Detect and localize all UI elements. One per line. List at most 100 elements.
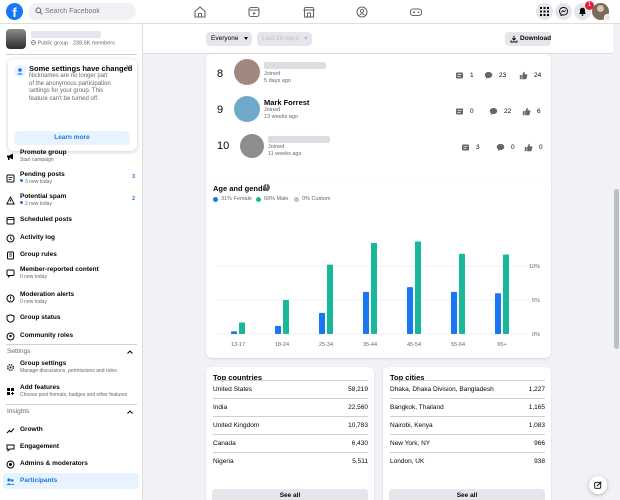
sidebar-item-promote-group[interactable]: Promote group Start campaign xyxy=(3,148,139,164)
sidebar-item-sub: Start campaign xyxy=(20,157,54,163)
like-icon xyxy=(524,143,533,152)
x-tick-label: 45-54 xyxy=(407,342,421,348)
audience-dropdown[interactable]: Everyone xyxy=(206,32,252,46)
notice-title: Some settings have changed xyxy=(29,64,133,73)
group-name-redacted[interactable] xyxy=(31,31,101,38)
contributor-name[interactable]: Mark Forrest xyxy=(264,98,310,107)
sidebar-item-group-status[interactable]: Group status xyxy=(3,310,139,326)
sidebar-item-label: Pending posts xyxy=(20,171,65,178)
notifications-button[interactable]: 1 xyxy=(574,1,594,20)
sidebar-item-label: Community roles xyxy=(20,332,74,339)
sidebar-item-sub: 2 new today xyxy=(20,201,52,207)
sidebar-item-member-reported-content[interactable]: Member-reported content 0 new today xyxy=(3,265,139,281)
avatar[interactable] xyxy=(240,134,264,158)
sidebar-item-label: Promote group xyxy=(20,149,67,156)
report-icon xyxy=(6,269,15,278)
x-tick-label: 18-24 xyxy=(275,342,289,348)
comment-icon xyxy=(496,144,505,151)
learn-more-button[interactable]: Learn more xyxy=(14,131,130,145)
sidebar-item-participants[interactable]: Participants xyxy=(3,473,139,489)
groups-icon[interactable] xyxy=(355,5,369,19)
globe-icon xyxy=(31,40,36,45)
bar-female xyxy=(495,293,501,334)
download-icon xyxy=(510,35,518,43)
post-icon xyxy=(456,108,463,115)
menu-button[interactable] xyxy=(536,3,553,20)
home-icon[interactable] xyxy=(193,5,207,19)
video-icon[interactable] xyxy=(247,5,261,19)
table-row: United Kingdom 10,783 xyxy=(213,416,368,433)
search-icon xyxy=(35,7,43,15)
chevron-up-icon[interactable] xyxy=(126,348,134,356)
add-features-icon xyxy=(7,388,14,395)
gear-icon xyxy=(7,364,14,371)
like-icon xyxy=(519,71,528,80)
top-cities-card: Top cities Dhaka, Dhaka Division, Bangla… xyxy=(383,367,551,500)
avatar[interactable] xyxy=(234,59,260,85)
table-row: Dhaka, Dhaka Division, Bangladesh 1,227 xyxy=(390,380,545,397)
bar-male xyxy=(239,322,245,334)
sidebar-item-potential-spam[interactable]: Potential spam 2 new today 2 xyxy=(3,192,139,208)
close-icon[interactable]: ✕ xyxy=(125,63,132,72)
x-tick-label: 13-17 xyxy=(231,342,245,348)
avatar[interactable] xyxy=(234,96,260,122)
sidebar-item-admins-moderators[interactable]: Admins & moderators xyxy=(3,456,139,472)
sidebar-item-engagement[interactable]: Engagement xyxy=(3,439,139,455)
contributor-name-redacted[interactable] xyxy=(264,62,326,69)
settings-notice-icon xyxy=(17,68,23,75)
contributor-rank: 8 xyxy=(217,68,224,80)
see-all-countries-button[interactable]: See all xyxy=(212,489,368,500)
sidebar-item-sub: 3 new today xyxy=(20,179,52,185)
messenger-button[interactable] xyxy=(555,3,572,20)
page-scrollbar[interactable] xyxy=(613,24,620,500)
sidebar-item-scheduled-posts[interactable]: Scheduled posts xyxy=(3,212,139,228)
sidebar-item-group-rules[interactable]: Group rules xyxy=(3,247,139,263)
divider xyxy=(6,404,137,405)
chevron-up-icon[interactable] xyxy=(126,408,134,416)
bar-male xyxy=(327,264,333,334)
age-gender-bar-chart: 0% 5% 10% 13-17 18-24 25-34 35-44 45-54 55-64 65+ xyxy=(216,241,540,348)
facebook-logo[interactable]: f xyxy=(6,3,23,20)
sidebar-item-add-features[interactable]: Add features Choose post formats, badges… xyxy=(3,383,139,399)
y-tick-label: 10% xyxy=(529,264,540,270)
participants-icon xyxy=(6,478,15,485)
see-all-cities-button[interactable]: See all xyxy=(389,489,545,500)
grid-menu-icon xyxy=(540,7,549,16)
info-icon[interactable]: i xyxy=(263,184,270,191)
download-label: Download xyxy=(520,35,552,42)
sidebar-item-pending-posts[interactable]: Pending posts 3 new today 3 xyxy=(3,170,139,186)
sidebar-item-moderation-alerts[interactable]: Moderation alerts 0 new today xyxy=(3,290,139,306)
x-tick-label: 35-44 xyxy=(363,342,377,348)
search-box[interactable] xyxy=(28,3,136,20)
sidebar-item-growth[interactable]: Growth xyxy=(3,422,139,438)
post-icon xyxy=(462,144,469,151)
sidebar-item-sub: Choose post formats, badges and other fe… xyxy=(20,392,128,398)
sidebar-item-label: Member-reported content xyxy=(20,266,99,273)
top-navigation-bar: f 1 xyxy=(0,0,620,24)
sidebar-item-group-settings[interactable]: Group settings Manage discussions, permi… xyxy=(3,359,139,375)
search-input[interactable] xyxy=(45,5,131,18)
scrollbar-thumb[interactable] xyxy=(614,189,619,349)
top-countries-title: Top countries xyxy=(213,373,263,382)
contributor-name-redacted[interactable] xyxy=(268,136,330,143)
account-menu-caret[interactable] xyxy=(604,14,611,21)
pending-posts-icon xyxy=(6,174,15,183)
gaming-icon[interactable] xyxy=(409,5,423,19)
bar-female xyxy=(407,287,413,334)
date-range-dropdown[interactable]: Last 28 days xyxy=(257,32,312,46)
sidebar-item-label: Add features xyxy=(20,384,60,391)
bar-male xyxy=(371,242,377,334)
group-cover-thumbnail[interactable] xyxy=(6,29,26,49)
participants-insights-main: Everyone Last 28 days Download 8 Joined 5… xyxy=(143,24,613,500)
sidebar-item-activity-log[interactable]: Activity log xyxy=(3,230,139,246)
download-button[interactable]: Download xyxy=(505,32,551,46)
date-range-value: Last 28 days xyxy=(262,35,299,42)
sidebar-item-community-roles[interactable]: Community roles xyxy=(3,328,139,344)
sidebar-item-label: Group rules xyxy=(20,251,57,258)
chart-title: Age and gender xyxy=(213,184,270,193)
like-icon xyxy=(522,107,531,116)
new-message-button[interactable] xyxy=(589,476,607,494)
marketplace-icon[interactable] xyxy=(302,5,316,19)
bar-female xyxy=(319,312,325,334)
sidebar-item-sub: Manage discussions, permissions and role… xyxy=(20,368,117,374)
